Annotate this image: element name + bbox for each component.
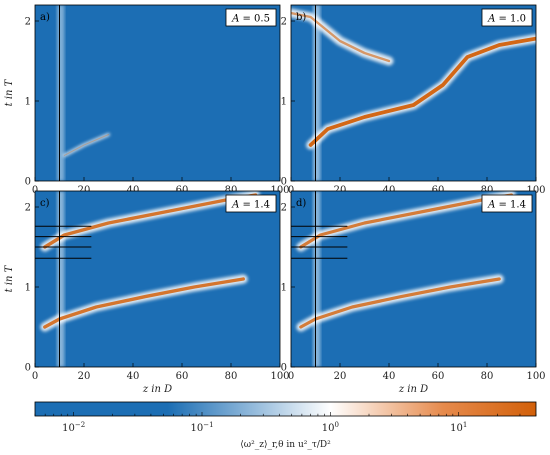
heatmap-background [35,5,280,181]
annotation-label: A = 1.4 [487,200,526,211]
vorticity-core [63,134,110,156]
annotation-label: A = 1.0 [487,14,526,25]
x-tick-label: 100 [270,185,289,196]
source-band [313,191,321,367]
y-tick-label: 0 [25,363,31,374]
vorticity-core [299,277,501,329]
x-tick-label: 0 [288,185,294,196]
x-tick-label: 20 [334,185,347,196]
annotation-box [225,194,277,213]
vorticity-core [43,277,245,329]
axes-frame [290,190,537,368]
colorbar: 10−2 10−1 100 101 ⟨ω²_z⟩_r,θ in u²_τ/D² [34,401,537,450]
source-band [313,5,321,181]
x-tick-label: 40 [383,371,396,382]
vorticity-core [308,36,536,147]
y-tick-label: 0 [25,177,31,188]
x-tick-label: 40 [383,185,396,196]
y-tick-label: 2 [281,203,287,214]
annotation-box [225,8,277,27]
x-tick-label: 60 [176,185,189,196]
colorbar-tick-label: 101 [450,421,467,434]
panel-d: 0 20 40 60 80 100 0 1 2 z in D d) A = 1.4 [281,190,546,395]
panel-letter: c) [40,198,50,209]
annotation-box [481,8,533,27]
colorbar-tick-label: 10−1 [190,421,213,434]
panel-letter: a) [40,12,50,23]
vorticity-halo [62,133,110,157]
panel-b: 0 20 40 60 80 100 0 1 2 b) A = 1.0 [281,4,546,196]
x-tick-label: 60 [176,371,189,382]
y-tick-label: 1 [281,97,287,108]
x-tick-label: 60 [432,371,445,382]
x-tick-label: 20 [78,185,91,196]
source-band [57,191,65,367]
x-tick-label: 100 [270,371,289,382]
colorbar-label: ⟨ω²_z⟩_r,θ in u²_τ/D² [240,440,331,450]
x-tick-label: 80 [225,185,238,196]
x-axis-label: z in D [398,384,428,395]
x-tick-label: 0 [32,371,38,382]
axes-frame [34,190,281,368]
x-tick-label: 20 [334,371,347,382]
x-tick-label: 80 [481,371,494,382]
y-tick-label: 1 [25,283,31,294]
axes-frame [290,4,537,182]
x-tick-label: 40 [127,371,140,382]
y-tick-label: 2 [281,17,287,28]
x-tick-label: 60 [432,185,445,196]
x-tick-label: 80 [225,371,238,382]
y-tick-label: 2 [25,203,31,214]
x-tick-label: 80 [481,185,494,196]
x-tick-label: 0 [288,371,294,382]
y-axis-label: t in T [4,264,15,292]
annotation-box [481,194,533,213]
y-tick-label: 1 [25,97,31,108]
x-tick-label: 100 [526,371,545,382]
y-tick-label: 0 [281,177,287,188]
axes-frame [34,4,281,182]
vorticity-core [291,11,391,63]
y-tick-label: 0 [281,363,287,374]
annotation-label: A = 1.4 [231,200,270,211]
x-tick-label: 40 [127,185,140,196]
source-band [57,5,65,181]
x-tick-label: 0 [32,185,38,196]
x-tick-label: 100 [526,185,545,196]
y-tick-label: 1 [281,283,287,294]
x-tick-label: 20 [78,371,91,382]
y-tick-label: 2 [25,17,31,28]
colorbar-tick-label: 100 [322,421,339,434]
colorbar-tick-label: 10−2 [62,421,85,434]
colorbar-gradient [34,401,537,417]
panel-letter: d) [296,198,306,209]
x-axis-label: z in D [142,384,172,395]
panel-letter: b) [296,12,306,23]
y-axis-label: t in T [4,78,15,106]
annotation-label: A = 0.5 [231,14,270,25]
